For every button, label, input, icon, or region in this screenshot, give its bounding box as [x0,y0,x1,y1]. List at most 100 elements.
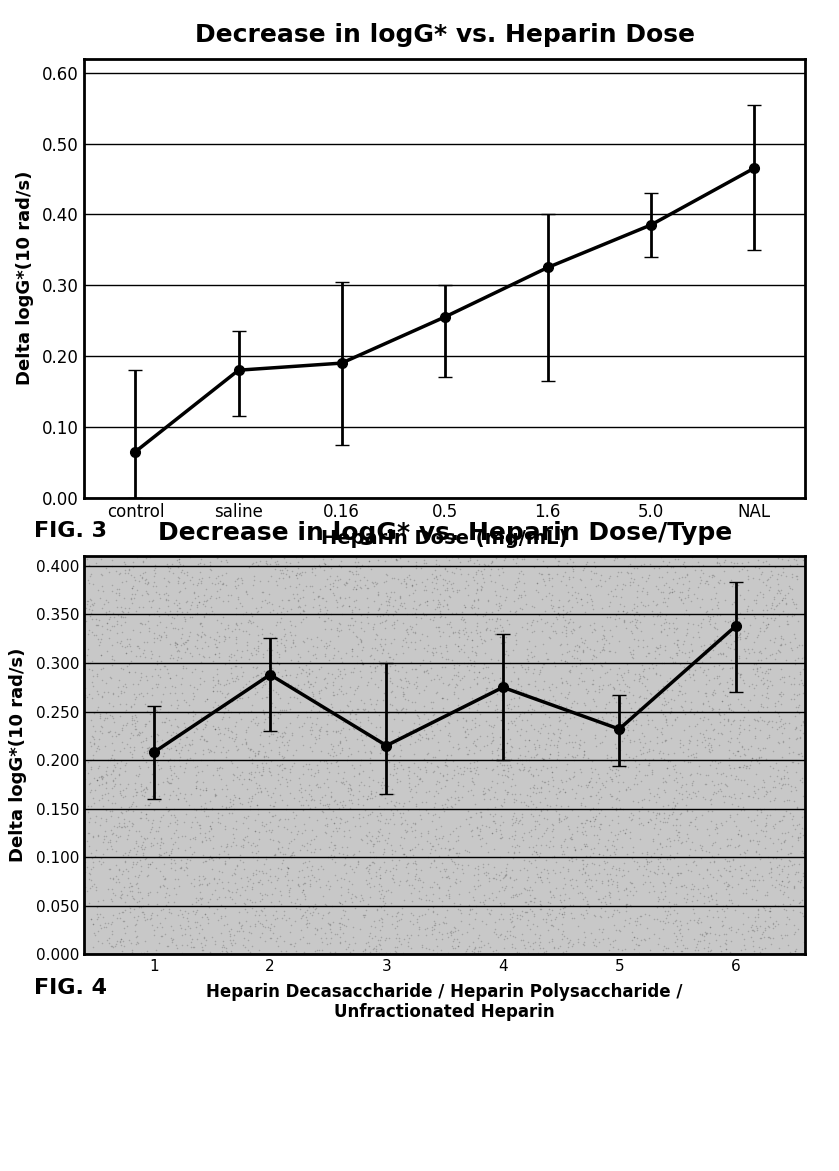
Point [636,662,649,680]
Point [456,679,470,698]
Point [420,761,433,780]
Point [617,773,630,792]
Point [249,844,263,863]
Point [667,793,680,812]
Point [122,663,135,682]
Point [340,696,353,714]
Point [409,615,422,634]
Point [101,614,114,632]
Point [743,759,756,778]
Point [733,711,747,730]
Point [99,559,112,577]
Point [638,749,652,768]
Point [337,916,351,934]
Point [493,734,507,753]
Point [513,905,526,924]
Point [325,665,338,684]
Point [251,658,264,677]
Point [520,786,534,804]
Point [492,560,505,578]
Point [506,738,519,756]
Point [110,590,123,609]
Point [384,548,398,567]
Point [149,940,163,959]
Point [573,570,586,589]
Point [659,711,673,730]
Point [196,720,210,739]
Point [334,933,347,952]
Point [388,919,402,938]
Point [675,877,688,896]
Point [496,760,509,779]
Point [335,652,348,671]
Point [202,874,216,892]
Point [389,943,403,961]
Point [499,658,513,677]
Point [170,699,184,718]
Point [367,835,381,854]
Point [399,703,412,721]
Point [265,595,279,614]
Point [201,875,214,893]
Point [475,808,488,827]
Point [371,574,384,593]
Point [143,910,157,929]
Point [433,566,446,584]
Point [644,872,657,891]
Point [378,862,392,881]
Point [228,657,242,676]
Point [434,643,447,662]
Point [409,864,422,883]
Point [273,927,286,946]
Point [196,867,210,885]
Point [729,923,743,941]
Point [542,707,555,726]
Point [560,603,574,622]
Point [395,557,409,576]
Point [345,793,358,812]
Point [85,796,98,815]
Point [681,861,695,879]
Point [546,597,560,616]
Point [644,684,657,703]
Point [761,917,774,936]
Point [788,864,801,883]
Point [146,591,159,610]
Point [78,769,91,788]
Point [644,847,658,865]
Point [423,877,436,896]
Point [138,850,151,869]
Point [301,673,315,692]
Point [655,732,669,751]
Point [292,876,305,895]
Point [139,753,153,772]
Point [101,766,114,785]
Point [267,660,280,679]
Point [630,860,644,878]
Point [284,759,297,778]
Point [684,862,697,881]
Point [565,577,579,596]
Point [769,877,782,896]
Point [675,936,689,954]
Point [447,563,461,582]
Point [719,634,732,652]
Point [563,733,576,752]
Point [216,696,229,714]
Point [328,790,341,809]
Point [670,631,684,650]
Point [110,817,123,836]
Point [361,578,374,597]
Point [300,834,314,852]
Point [297,602,310,621]
Point [234,869,248,888]
Point [750,711,763,730]
Point [211,696,224,714]
Point [249,861,263,879]
Point [659,882,672,900]
Point [192,891,206,910]
Point [677,875,690,893]
Point [391,600,404,618]
Point [539,643,553,662]
Point [628,570,641,589]
